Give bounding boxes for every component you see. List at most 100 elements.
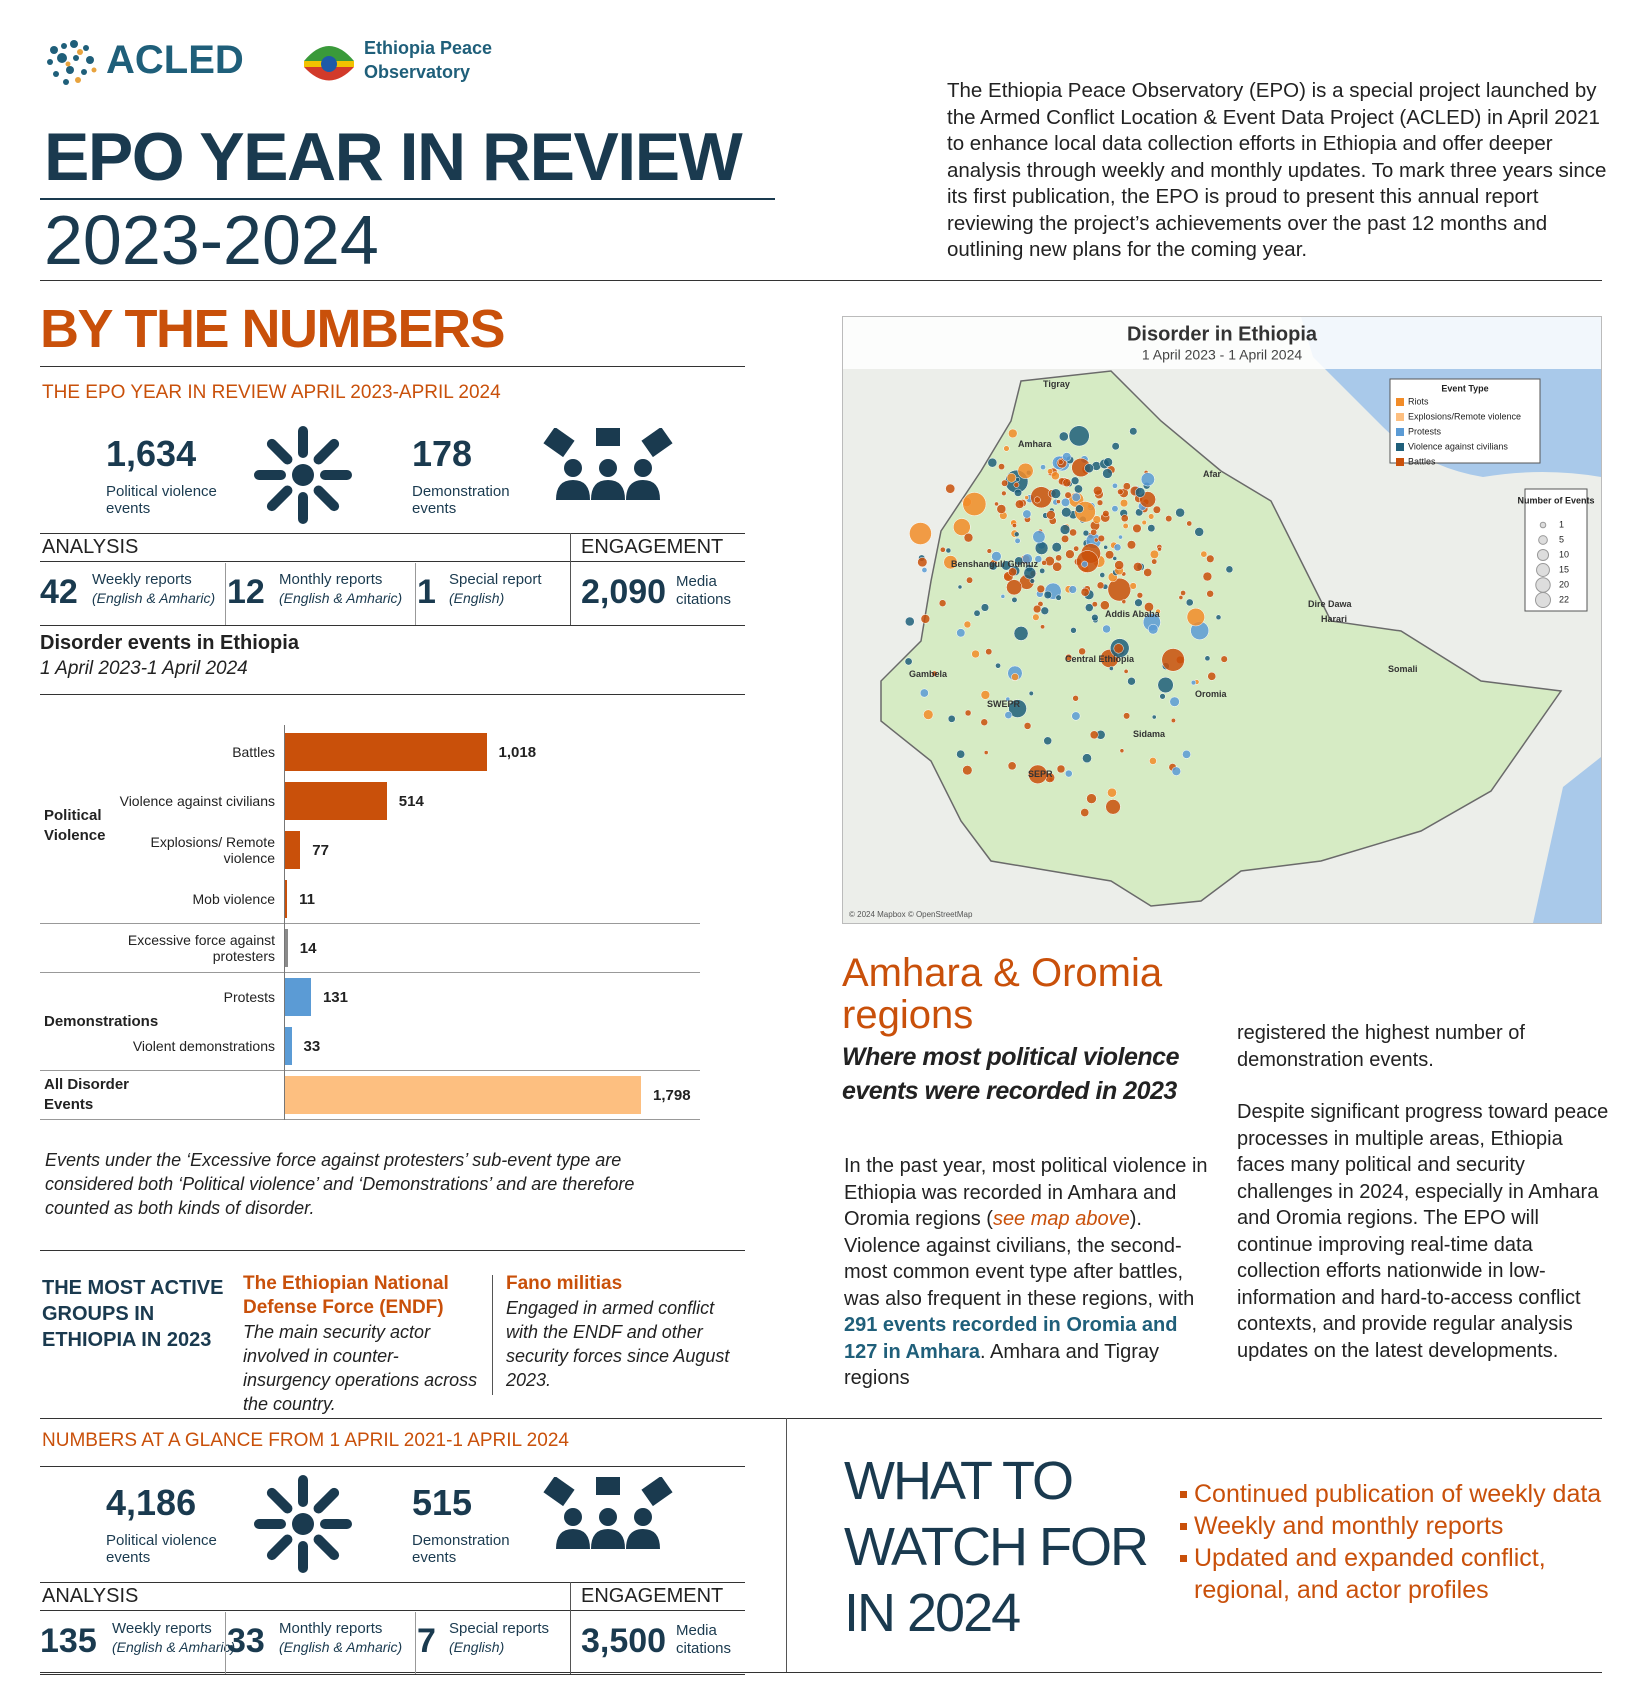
map-dot [998, 463, 1005, 471]
report-note: (English & Amharic) [279, 1639, 403, 1655]
bar [285, 831, 301, 869]
map-dot [1062, 452, 1072, 462]
map-dot [1086, 793, 1097, 804]
section-rule [40, 1418, 1602, 1419]
map-dot [1060, 497, 1070, 507]
map-dot [1032, 613, 1040, 621]
map-dot [1023, 722, 1032, 730]
map-dot [1055, 594, 1062, 601]
analysis-heading: ANALYSIS [42, 1585, 139, 1607]
watch-list: Continued publication of weekly data Week… [1180, 1478, 1610, 1606]
engagement-heading: ENGAGEMENT [581, 536, 724, 558]
map-dot [1082, 529, 1090, 537]
icon-part [292, 464, 314, 486]
map-dot [1033, 496, 1041, 504]
map-label: Gambela [909, 669, 948, 679]
report-value: 135 [40, 1622, 97, 1660]
map-dot [1032, 530, 1046, 544]
map-dot [1040, 464, 1046, 471]
category-label: Violent demonstrations [132, 1038, 275, 1054]
category-label: Battles [232, 744, 275, 760]
legend-label: Protests [1408, 426, 1442, 436]
size-legend-circle [1539, 521, 1547, 529]
category-label: Violence against civilians [119, 793, 275, 809]
report-label: Monthly reports [279, 1620, 383, 1637]
bar [285, 978, 311, 1016]
icon-part [591, 480, 625, 500]
map-dot [1129, 582, 1137, 590]
legend-label: Violence against civilians [1408, 441, 1508, 451]
divider [225, 563, 226, 625]
map-dot [1119, 748, 1125, 754]
map-dot [1052, 561, 1063, 572]
legend-swatch [1396, 443, 1404, 451]
icon-part [596, 428, 620, 446]
map-dot [1149, 757, 1157, 765]
map-dot [1013, 626, 1029, 641]
map-dot [1159, 693, 1166, 700]
icon-part [313, 438, 340, 465]
amhara-col1: In the past year, most political violenc… [844, 1153, 1216, 1392]
category-label: Protests [223, 989, 275, 1005]
report-label: Weekly reports [92, 571, 192, 588]
legend-label: Riots [1408, 396, 1429, 406]
map-dot [1151, 558, 1158, 565]
engagement-label: Media citations [676, 1622, 732, 1657]
map-dot [1005, 696, 1011, 702]
text: ). Violence against civilians, the secon… [844, 1208, 1195, 1310]
icon-part [543, 1477, 575, 1507]
rule [40, 1610, 745, 1611]
map-dot [988, 562, 998, 571]
value-label: 11 [299, 890, 316, 908]
map-dot [917, 557, 928, 568]
report-label: Special reports [449, 1620, 550, 1637]
map-dot [1092, 515, 1102, 524]
icon-part [564, 1508, 582, 1526]
map-dot [1073, 545, 1080, 552]
map-dot [1206, 590, 1214, 598]
map-dot [1062, 478, 1072, 488]
map-dot [1102, 624, 1111, 634]
map-dot [963, 532, 974, 543]
watch-text: Continued publication of weekly data [1194, 1480, 1602, 1508]
map-label: Sidama [1133, 729, 1166, 739]
map-dot [1123, 668, 1129, 674]
text: In the past year, most political violenc… [844, 1155, 1208, 1230]
acled-logo-text: ACLED [106, 38, 244, 82]
map-dot [1143, 568, 1153, 577]
highlight: 291 events recorded in Oromia and 127 in… [844, 1314, 1178, 1363]
map-dot [1202, 571, 1213, 582]
icon-part [266, 485, 293, 512]
value-label: 33 [303, 1037, 321, 1055]
acled-logo-mark [47, 40, 97, 85]
value-label: 1,798 [653, 1086, 691, 1104]
size-legend-circle [1535, 577, 1551, 593]
icon-part [543, 428, 575, 458]
map-dot [1000, 594, 1006, 599]
amhara-subheading: Where most political violence events wer… [842, 1043, 1179, 1105]
map-dot [1190, 679, 1197, 686]
map-dot [1046, 510, 1056, 520]
group-label: Political Violence [44, 806, 106, 844]
map-dot [1107, 787, 1117, 798]
map-dot [1129, 427, 1138, 436]
map-dot [1148, 513, 1155, 520]
map-dot [1152, 505, 1161, 514]
map-label: Amhara [1018, 439, 1053, 449]
map-dot [1149, 549, 1159, 559]
separator [40, 1069, 700, 1071]
map-dot [1017, 462, 1034, 479]
stat-value: 178 [412, 433, 473, 474]
map-dot [1006, 472, 1017, 483]
icon-part [634, 459, 652, 477]
value-label: 514 [398, 792, 424, 810]
map-dot [1013, 482, 1020, 488]
legend-swatch [1396, 398, 1404, 406]
size-legend-box [1524, 488, 1588, 612]
map-dot [1084, 463, 1094, 474]
group-item: The Ethiopian National Defense Force (EN… [243, 1272, 483, 1416]
map-dot [1102, 510, 1110, 518]
map-dot [1108, 666, 1114, 671]
stat-value: 4,186 [106, 1482, 197, 1523]
map-label: Tigray [1043, 379, 1070, 389]
